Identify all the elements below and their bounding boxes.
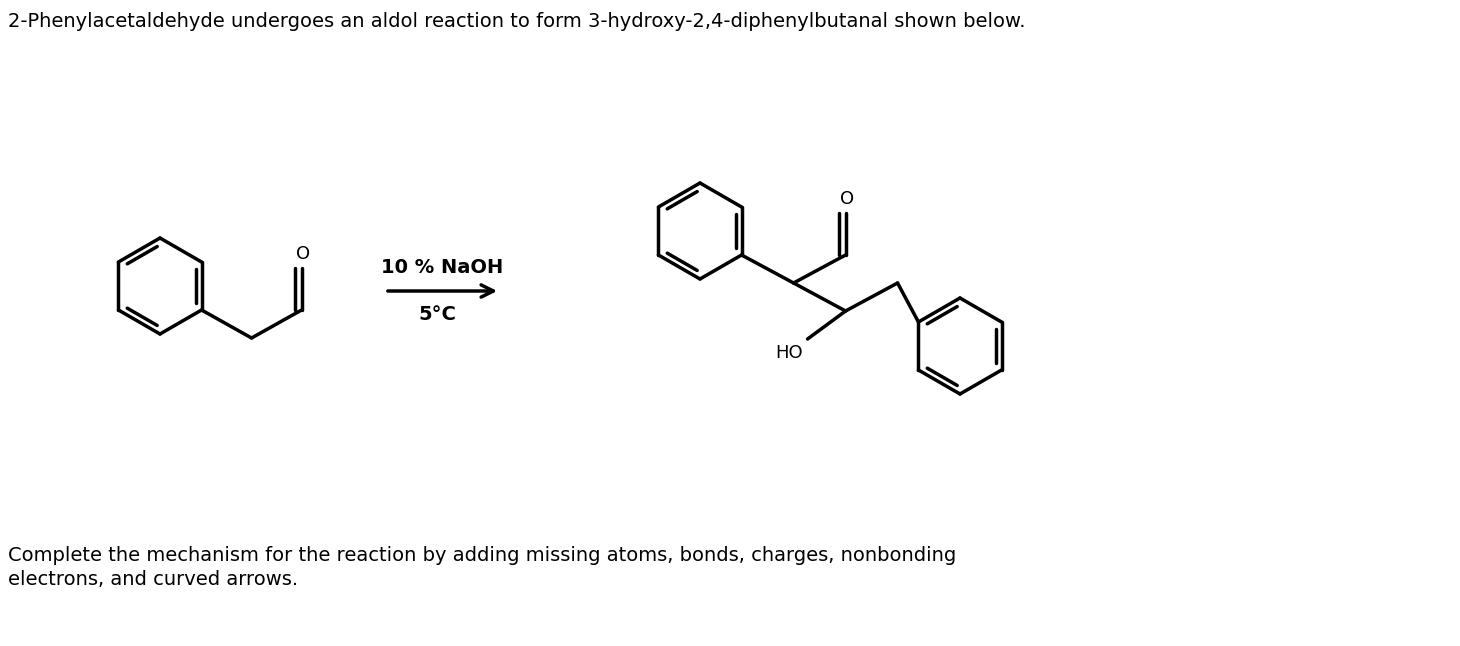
Text: 10 % NaOH: 10 % NaOH bbox=[381, 258, 504, 277]
Text: 2-Phenylacetaldehyde undergoes an aldol reaction to form 3-hydroxy-2,4-diphenylb: 2-Phenylacetaldehyde undergoes an aldol … bbox=[7, 12, 1025, 31]
Text: O: O bbox=[839, 190, 854, 208]
Text: electrons, and curved arrows.: electrons, and curved arrows. bbox=[7, 570, 298, 589]
Text: Complete the mechanism for the reaction by adding missing atoms, bonds, charges,: Complete the mechanism for the reaction … bbox=[7, 546, 956, 565]
Text: 5°C: 5°C bbox=[419, 305, 457, 324]
Text: HO: HO bbox=[775, 344, 803, 362]
Text: O: O bbox=[295, 245, 310, 263]
